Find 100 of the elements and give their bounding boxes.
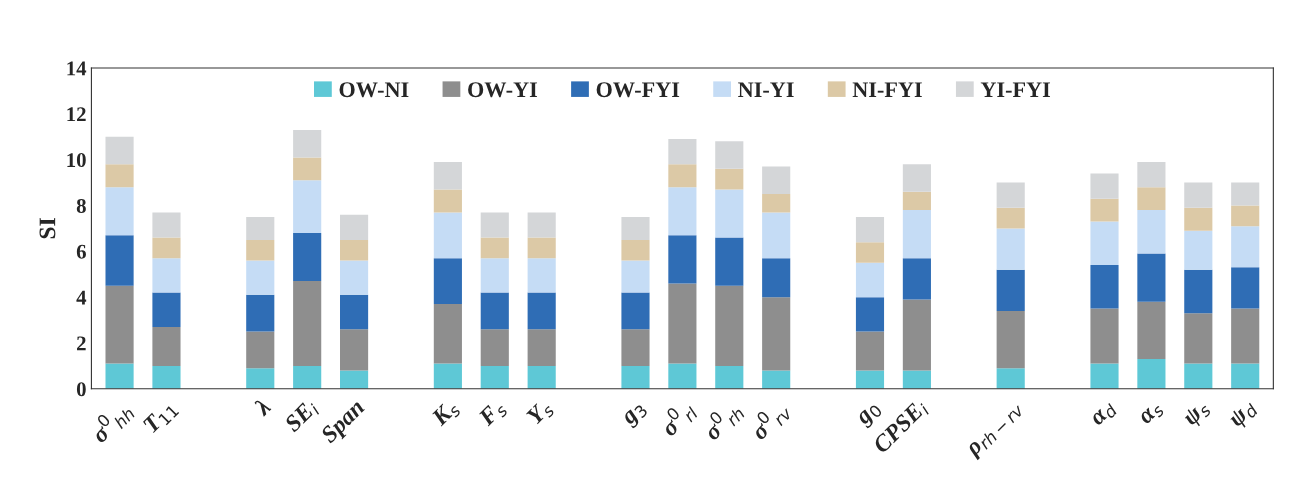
bar (340, 214, 369, 240)
bar (1184, 313, 1213, 364)
y-tick-label: 2 (77, 336, 86, 351)
bar (480, 329, 509, 366)
bar (246, 331, 275, 369)
y-tick-label: 8 (76, 198, 86, 213)
bar (621, 329, 650, 366)
bar (1090, 363, 1119, 389)
bar (715, 285, 744, 366)
bar (1137, 161, 1166, 188)
bar (480, 258, 509, 293)
bar (340, 294, 369, 330)
bar (433, 363, 462, 389)
bar (1090, 221, 1119, 266)
bar (1184, 269, 1213, 314)
bar (527, 365, 556, 389)
bar (293, 281, 322, 366)
bar (855, 262, 885, 298)
legend-label: OW-YI (468, 82, 538, 98)
bar (105, 363, 134, 389)
bar (762, 297, 791, 371)
bar (1137, 301, 1166, 360)
bar (1184, 363, 1213, 389)
bar (1090, 198, 1119, 222)
bar (246, 260, 275, 295)
y-tick-label: 10 (67, 153, 86, 168)
bar (340, 239, 369, 261)
bar (340, 329, 369, 371)
x-tick-label: ψ$_{d}$ (1227, 398, 1260, 431)
bar (246, 216, 275, 240)
bar (762, 212, 791, 259)
bar (105, 187, 134, 236)
bar (527, 292, 556, 330)
bar (902, 299, 931, 371)
bar (996, 207, 1025, 229)
bar (1231, 363, 1260, 389)
bar (668, 235, 697, 284)
bar (855, 370, 885, 389)
bar (527, 237, 556, 259)
bar (855, 216, 885, 243)
bar (152, 237, 181, 259)
bar (433, 189, 462, 213)
bar (293, 180, 322, 233)
bar (105, 235, 134, 286)
bar (902, 210, 931, 259)
bar (105, 164, 134, 188)
x-tick-label: σ$^{0}$$_{rh}$ (699, 397, 746, 444)
bar (1231, 205, 1260, 227)
bar (1184, 182, 1213, 208)
bar (996, 228, 1025, 270)
bar (293, 365, 322, 389)
bar (855, 242, 885, 263)
bar (480, 237, 509, 259)
bar (433, 212, 462, 259)
bar (621, 365, 650, 389)
x-tick-label: Y$_{s}$ (526, 398, 556, 428)
bar (715, 365, 744, 389)
bar (480, 292, 509, 330)
bar (1184, 230, 1213, 270)
bar (902, 191, 931, 211)
bar (152, 326, 181, 366)
bar (668, 187, 697, 236)
bar (762, 194, 791, 213)
legend-label: NI-YI (738, 82, 794, 97)
bar (1184, 207, 1213, 231)
bar (152, 292, 181, 327)
bar (527, 329, 556, 366)
bar (152, 258, 181, 293)
bar (668, 363, 697, 389)
bar (855, 331, 885, 371)
y-tick-label: 6 (76, 244, 86, 259)
bar (340, 260, 369, 295)
bar (762, 166, 791, 195)
bar (105, 285, 134, 364)
x-tick-label: σ$^{0}$$_{rl}$ (656, 397, 699, 440)
bar (1137, 359, 1166, 389)
bar (902, 164, 931, 192)
x-tick-label: α$_{s}$ (1139, 401, 1165, 428)
bar (996, 269, 1025, 311)
bar (1090, 265, 1119, 309)
bar (1231, 226, 1260, 268)
bar (1137, 187, 1166, 211)
bar (668, 283, 697, 364)
bar (996, 310, 1025, 369)
bar (855, 297, 885, 332)
x-tick-label: ψ$_{s}$ (1182, 399, 1213, 430)
bar (621, 239, 650, 261)
bar (1231, 182, 1260, 206)
bar (996, 368, 1025, 389)
bar (1137, 210, 1166, 254)
bar (621, 260, 650, 293)
bar (246, 239, 275, 261)
x-tick-label: α$_{d}$ (1090, 401, 1119, 429)
bar (621, 216, 650, 240)
bar (1231, 267, 1260, 309)
bar (668, 164, 697, 188)
bar (762, 258, 791, 298)
bar (715, 168, 744, 190)
bar (1231, 308, 1260, 364)
bar (480, 365, 509, 389)
